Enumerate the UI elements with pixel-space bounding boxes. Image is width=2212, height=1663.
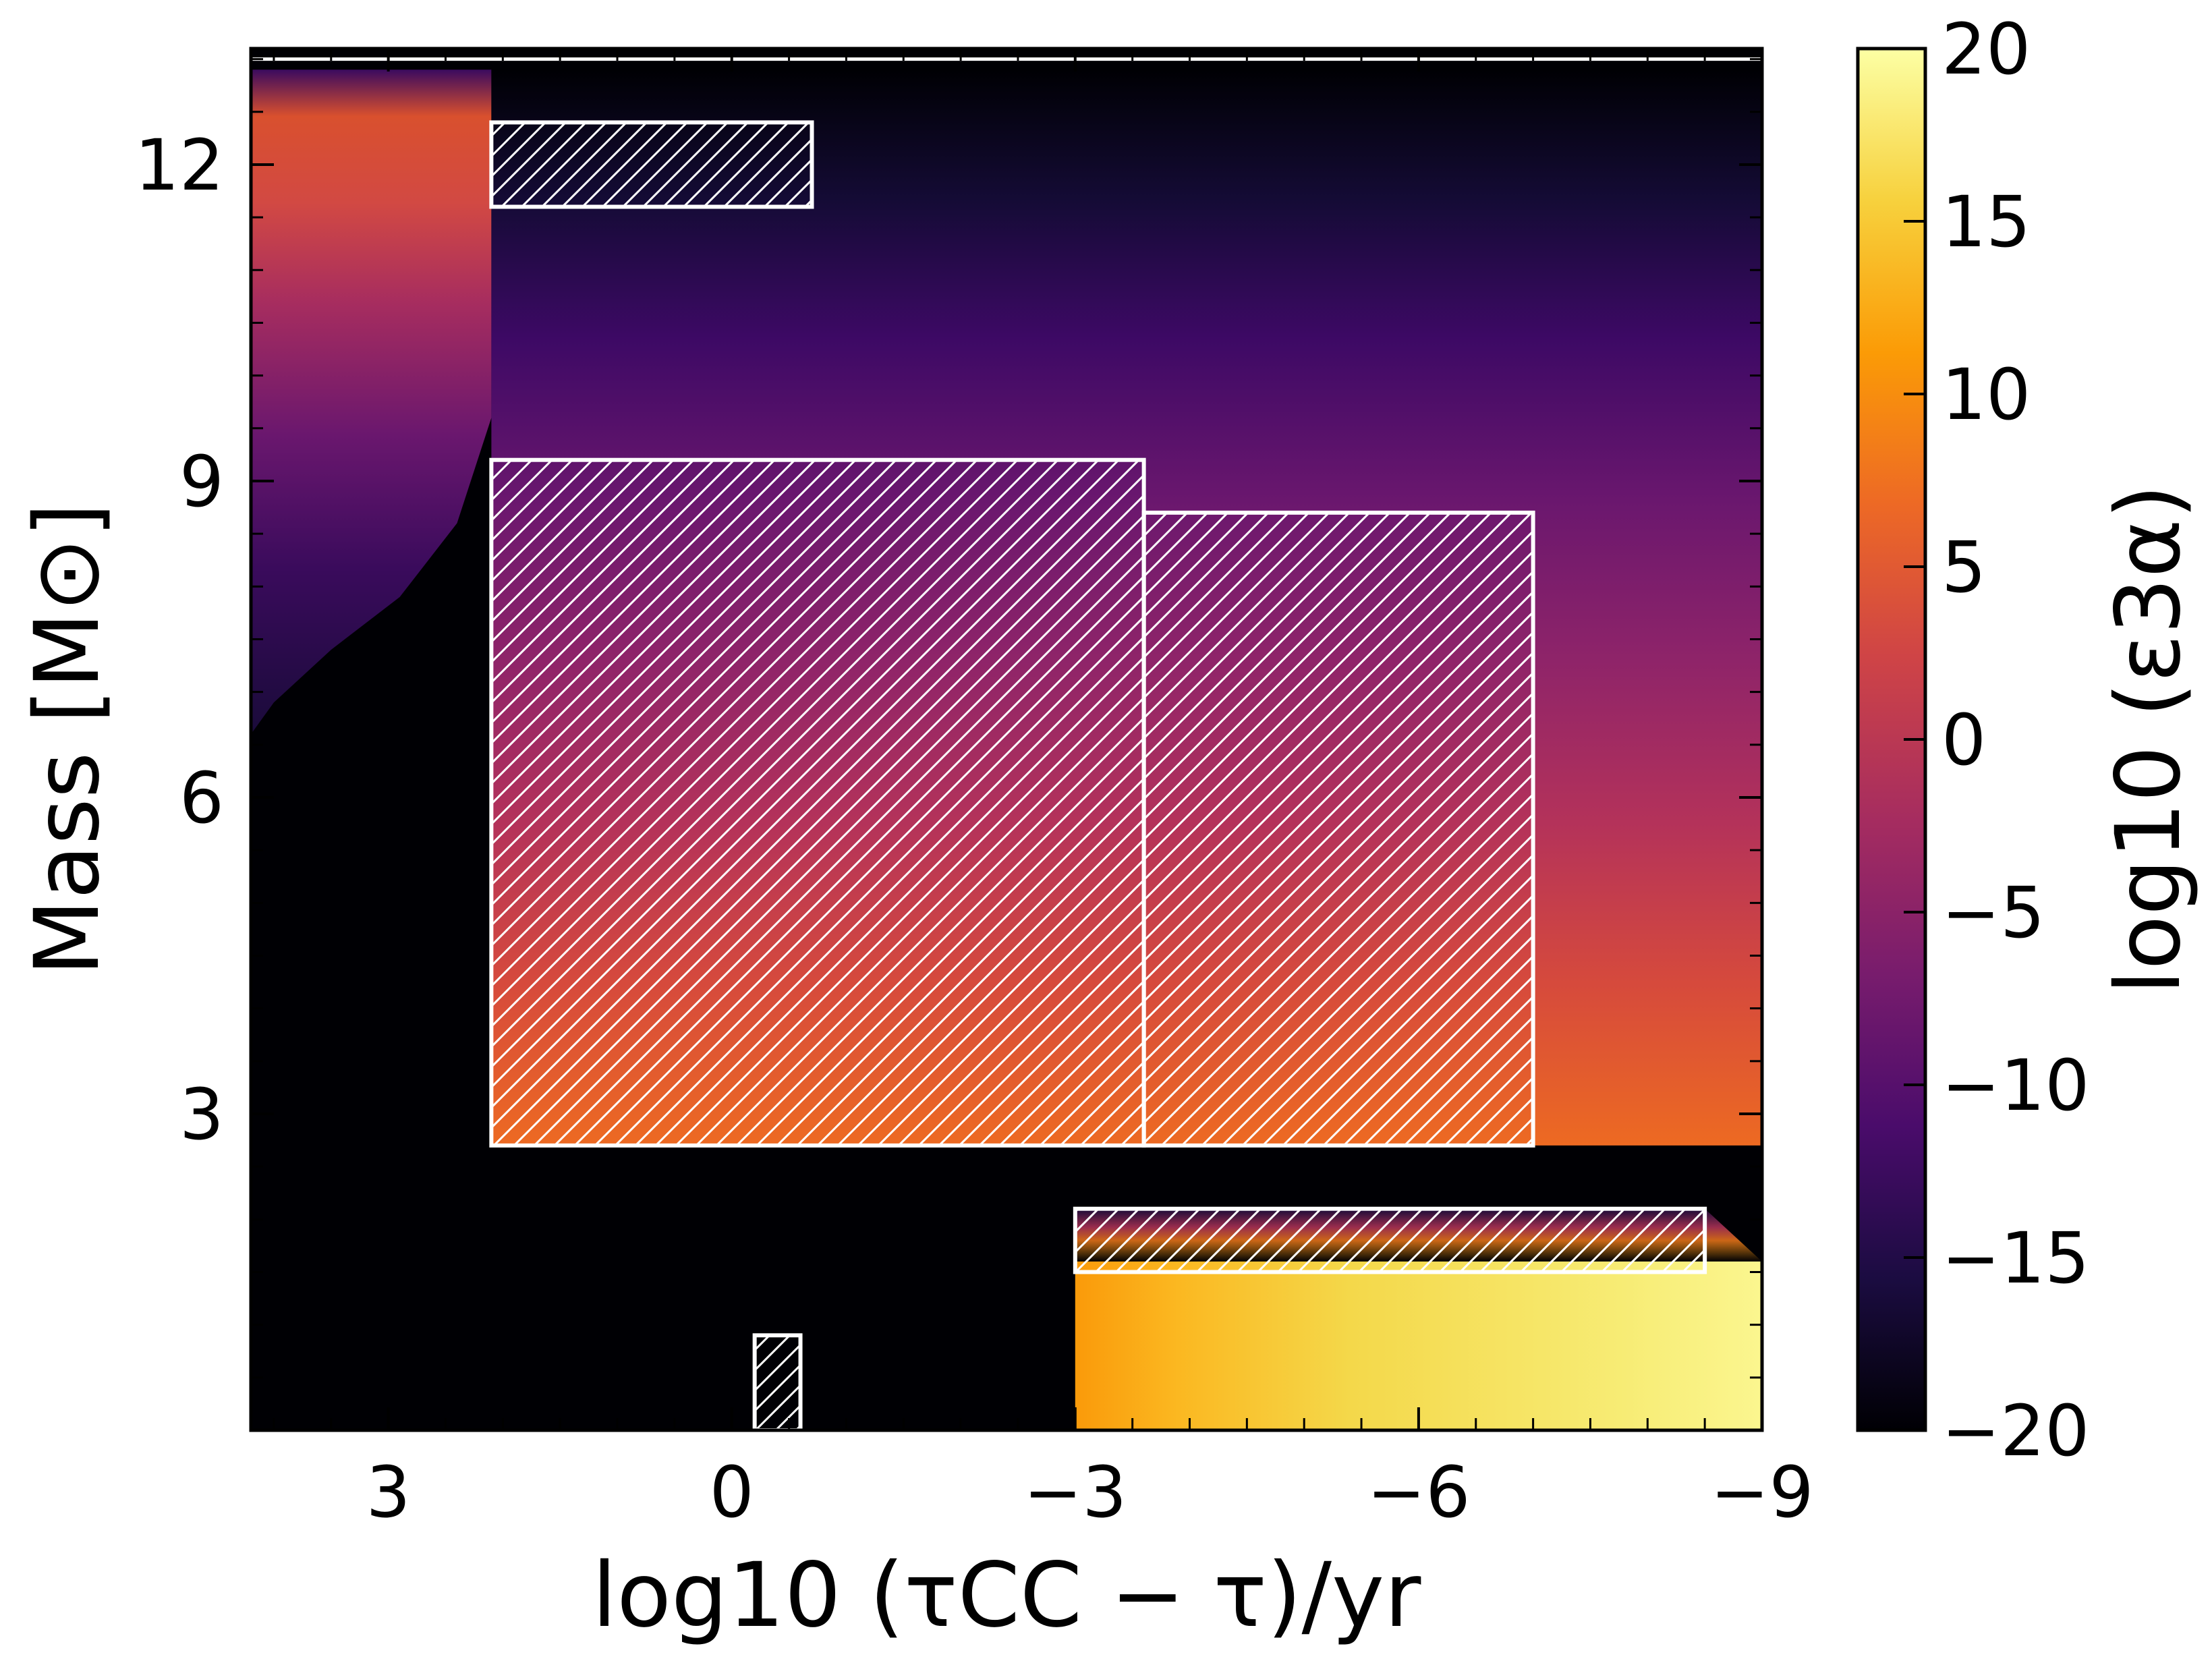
x-tick-label: −9 (1710, 1451, 1813, 1533)
colorbar-tick-label: 10 (1941, 354, 2031, 436)
x-tick-label: 0 (710, 1451, 754, 1533)
convective-zone (1073, 1206, 1707, 1274)
convective-zone (752, 1333, 803, 1430)
plot-frame (249, 47, 1764, 1432)
y-axis-ticks: 3 6 9 12 (135, 58, 1762, 1379)
convective-zone (489, 120, 814, 209)
colorbar-ticks: 20 15 10 5 0 −5 −10 −15 −20 (1904, 8, 2089, 1472)
convective-zones (489, 120, 1707, 1430)
x-tick-label: 3 (366, 1451, 411, 1533)
y-tick-label: 9 (179, 441, 224, 523)
colorbar-tick-label: −20 (1941, 1390, 2089, 1472)
colorbar-tick-label: 20 (1941, 8, 2031, 90)
colorbar-tick-label: 0 (1941, 699, 1986, 781)
pre-collapse-burning-region (251, 69, 492, 735)
y-tick-label: 12 (135, 124, 224, 206)
colorbar-label: log10 (ε3α) (2097, 484, 2201, 995)
colorbar-tick-label: −15 (1941, 1217, 2089, 1299)
colorbar-tick-label: 15 (1941, 181, 2031, 263)
colorbar-tick-label: −10 (1941, 1044, 2089, 1127)
y-tick-label: 3 (179, 1073, 224, 1156)
x-axis-label: log10 (τCC − τ)/yr (592, 1544, 1422, 1647)
convective-zone (489, 457, 1146, 1148)
colorbar-tick-label: −5 (1941, 872, 2045, 954)
x-axis-ticks: 3 0 −3 −6 −9 (273, 49, 1814, 1533)
y-axis-label: Mass [M⊙] (16, 503, 119, 976)
convective-zone (1141, 510, 1535, 1148)
heatmap-plot-area (251, 49, 1762, 1430)
x-tick-label: −3 (1023, 1451, 1127, 1533)
colorbar-tick-label: 5 (1941, 526, 1986, 609)
core-burning-region (1075, 1261, 1762, 1430)
y-tick-label: 6 (179, 757, 224, 839)
x-tick-label: −6 (1367, 1451, 1470, 1533)
